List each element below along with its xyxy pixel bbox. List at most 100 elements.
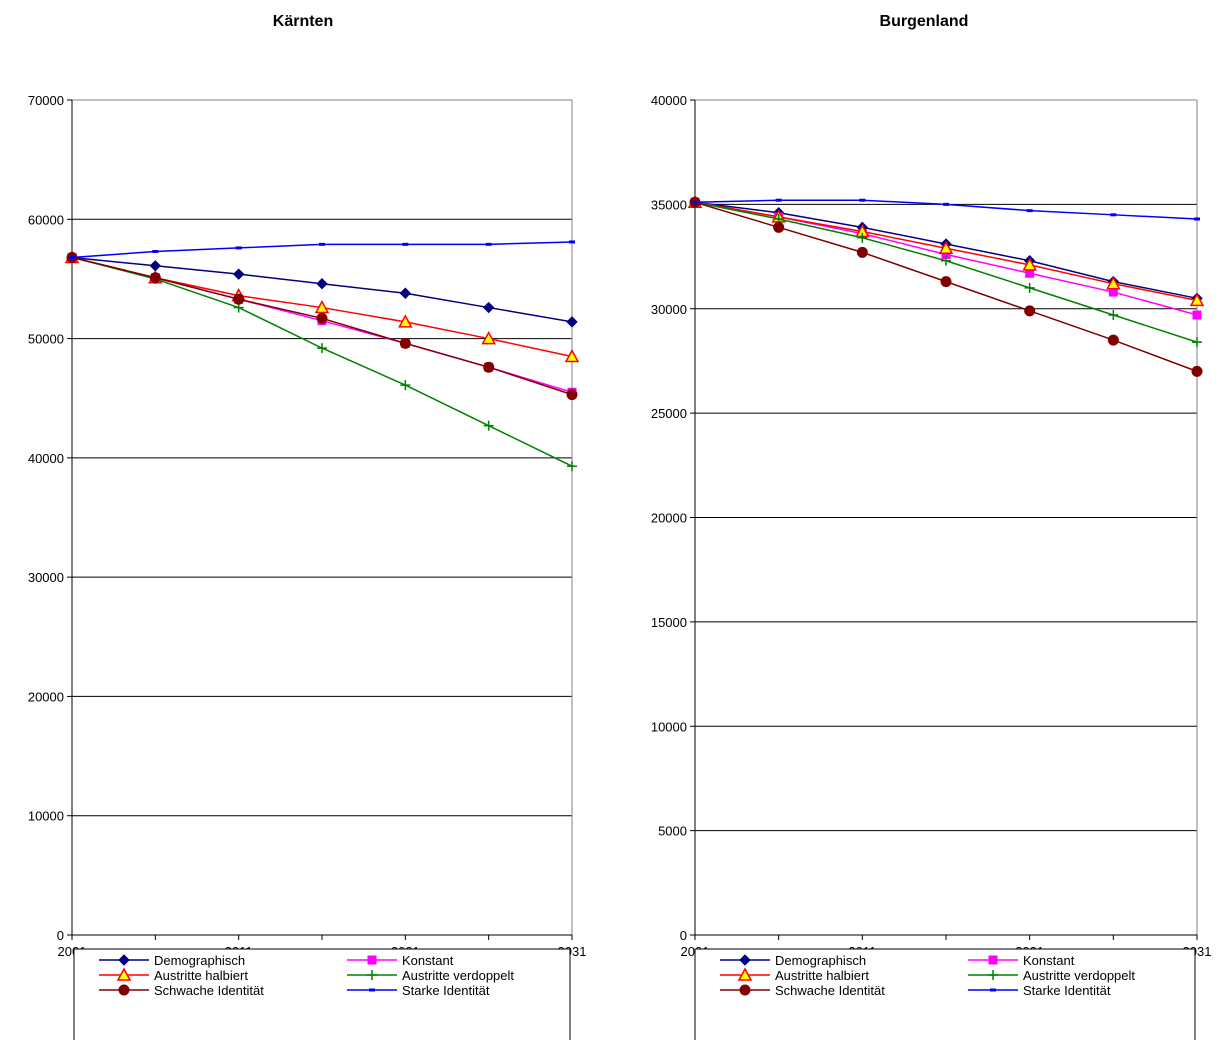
legend-item-schwache-identitaet: Schwache Identität — [99, 983, 264, 998]
chart-title: Burgenland — [880, 13, 969, 30]
legend-label: Konstant — [1023, 953, 1075, 968]
data-point — [569, 240, 575, 244]
data-point — [69, 255, 75, 259]
legend-box — [73, 948, 571, 1040]
data-point — [399, 337, 411, 349]
data-point — [149, 272, 161, 284]
data-point — [1107, 334, 1119, 346]
y-tick-label: 20000 — [651, 511, 687, 526]
legend-marker — [988, 970, 998, 980]
y-tick-label: 40000 — [28, 451, 64, 466]
data-point — [857, 232, 868, 243]
y-tick-label: 0 — [680, 928, 687, 943]
data-point — [1106, 276, 1121, 290]
legend-label: Demographisch — [775, 953, 866, 968]
data-point — [316, 312, 328, 324]
legend: Demographisch Konstant Austritte halbiert A… — [694, 948, 1196, 1040]
legend-item-austritte-halbiert: Austritte halbiert — [99, 967, 248, 983]
gridlines — [72, 99, 572, 817]
data-point — [235, 246, 242, 250]
chart-kaernten: Kärnten 0 10000 20000 30000 40000 50000 60000 70… — [28, 13, 586, 1040]
data-point — [149, 260, 162, 272]
legend-item-starke-identitaet: Starke Identität — [968, 983, 1111, 998]
data-point — [692, 200, 698, 204]
series-schwache-identitaet — [66, 251, 578, 401]
data-point — [773, 221, 785, 233]
legend-item-austritte-verdoppelt: Austritte verdoppelt — [968, 968, 1135, 983]
data-point — [1192, 337, 1202, 348]
y-tick-label: 10000 — [28, 809, 64, 824]
data-point — [485, 242, 492, 246]
legend-marker — [369, 988, 375, 992]
data-point — [1024, 305, 1036, 317]
legend-marker — [367, 955, 377, 965]
legend-label: Austritte halbiert — [154, 968, 248, 983]
y-tick-label: 30000 — [28, 570, 64, 585]
legend-marker — [739, 984, 751, 996]
legend-marker — [988, 955, 998, 965]
y-tick-label: 35000 — [651, 197, 687, 212]
data-point — [483, 420, 494, 431]
series-starke-identitaet — [69, 240, 575, 259]
y-axis-ticks: 0 5000 10000 15000 20000 25000 30000 35000 40000 — [651, 93, 695, 943]
gridlines — [695, 99, 1197, 832]
data-point — [941, 255, 951, 266]
legend-marker — [737, 967, 753, 981]
legend-item-konstant: Konstant — [347, 953, 454, 968]
y-tick-label: 60000 — [28, 212, 64, 227]
data-point — [1108, 310, 1119, 321]
data-point — [938, 240, 954, 254]
legend-marker — [367, 970, 377, 980]
legend-marker — [118, 984, 130, 996]
legend-marker — [739, 954, 751, 966]
legend-label: Schwache Identität — [775, 983, 885, 998]
y-tick-label: 50000 — [28, 332, 64, 347]
data-point — [483, 361, 495, 373]
data-point — [314, 299, 330, 314]
legend-label: Schwache Identität — [154, 983, 264, 998]
legend: Demographisch Konstant Austritte halbiert A… — [73, 948, 571, 1040]
y-tick-label: 25000 — [651, 406, 687, 421]
data-point — [1194, 217, 1200, 221]
legend-marker — [990, 988, 996, 992]
data-point — [152, 249, 159, 253]
legend-label: Austritte verdoppelt — [1023, 968, 1135, 983]
legend-marker — [118, 954, 130, 966]
series-line — [694, 201, 1198, 343]
data-point — [566, 316, 578, 328]
data-point — [316, 277, 328, 290]
y-tick-label: 5000 — [658, 824, 687, 839]
y-tick-label: 10000 — [651, 719, 687, 734]
data-point — [233, 293, 245, 305]
y-axis-ticks: 0 10000 20000 30000 40000 50000 60000 70000 — [28, 93, 72, 943]
legend-box — [694, 948, 1196, 1040]
y-tick-label: 15000 — [651, 615, 687, 630]
legend-label: Konstant — [402, 953, 454, 968]
data-point — [1192, 310, 1202, 320]
legend-label: Starke Identität — [1023, 983, 1111, 998]
y-tick-label: 0 — [57, 928, 64, 943]
data-point — [566, 389, 578, 401]
data-point — [402, 242, 409, 246]
data-point — [567, 461, 577, 472]
data-point — [232, 268, 245, 280]
data-point — [482, 301, 495, 314]
data-point — [1024, 282, 1035, 293]
legend-item-demographisch: Demographisch — [720, 953, 866, 968]
data-point — [398, 314, 413, 328]
data-point — [943, 202, 949, 206]
legend-item-konstant: Konstant — [968, 953, 1075, 968]
y-tick-label: 20000 — [28, 689, 64, 704]
legend-label: Demographisch — [154, 953, 245, 968]
data-point — [1189, 292, 1205, 307]
legend-marker — [116, 967, 132, 981]
data-point — [481, 331, 496, 345]
data-point — [317, 343, 327, 354]
data-point — [1191, 365, 1203, 377]
legend-item-austritte-halbiert: Austritte halbiert — [720, 967, 869, 983]
chart-title: Kärnten — [273, 13, 333, 30]
data-point — [859, 198, 866, 202]
data-point — [775, 198, 782, 202]
y-tick-label: 70000 — [28, 93, 64, 108]
